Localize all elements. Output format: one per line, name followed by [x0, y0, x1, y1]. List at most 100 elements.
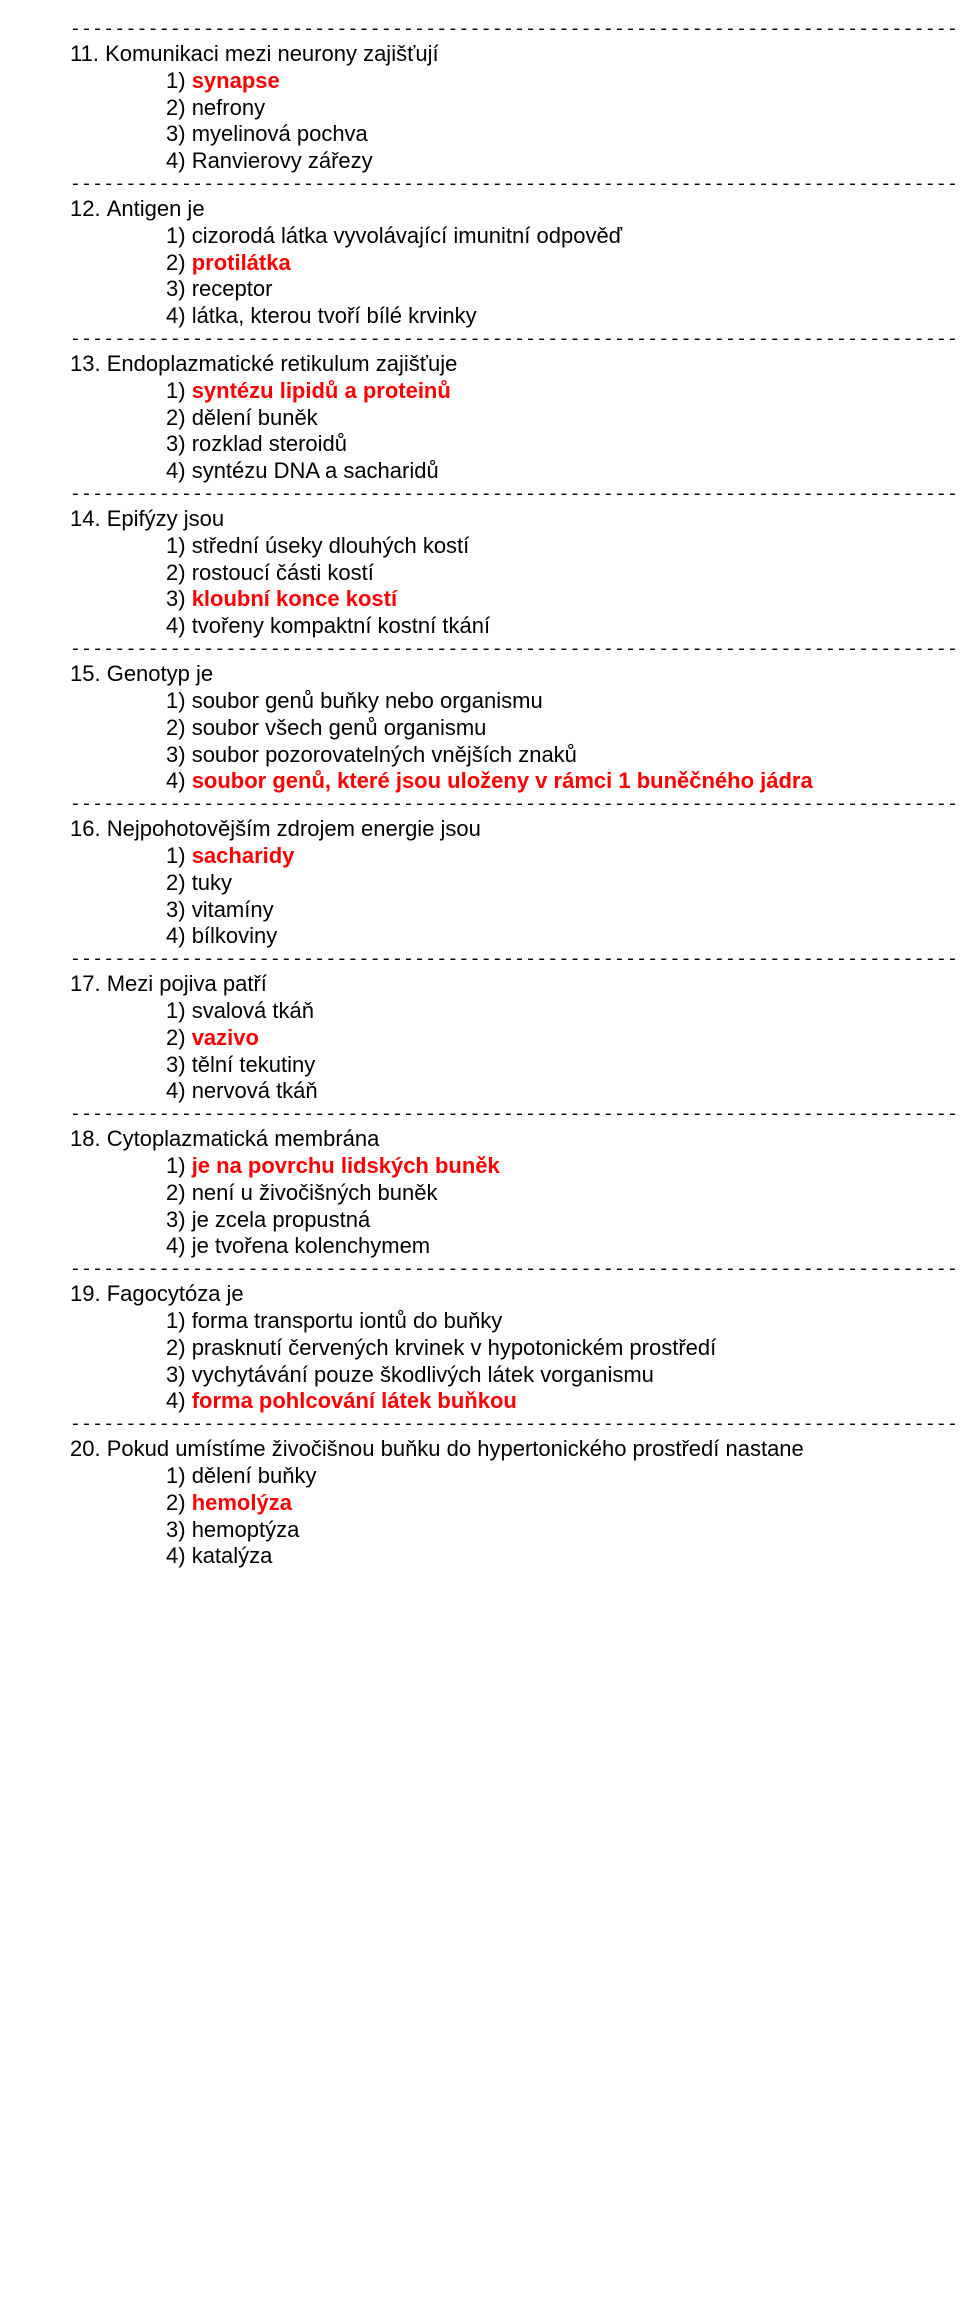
- divider: ----------------------------------------…: [70, 486, 960, 505]
- option-text: katalýza: [192, 1543, 273, 1570]
- question-line: 17. Mezi pojiva patří: [70, 971, 960, 998]
- option-number: 4): [166, 768, 192, 795]
- options: 1) je na povrchu lidských buněk2) není u…: [70, 1153, 960, 1260]
- question-number: 20.: [70, 1436, 107, 1463]
- question-block: 18. Cytoplazmatická membrána1) je na pov…: [70, 1126, 960, 1260]
- question-number: 18.: [70, 1126, 107, 1153]
- option-number: 1): [166, 223, 192, 250]
- option-number: 1): [166, 1463, 192, 1490]
- option-number: 4): [166, 1543, 192, 1570]
- question-line: 13. Endoplazmatické retikulum zajišťuje: [70, 351, 960, 378]
- question-text: Mezi pojiva patří: [107, 971, 267, 998]
- question-number: 12.: [70, 196, 107, 223]
- option-text: tuky: [192, 870, 232, 897]
- question-text: Antigen je: [107, 196, 205, 223]
- option: 3) rozklad steroidů: [166, 431, 960, 458]
- option: 3) tělní tekutiny: [166, 1052, 960, 1079]
- option-text: tvořeny kompaktní kostní tkání: [192, 613, 490, 640]
- divider: ----------------------------------------…: [70, 1106, 960, 1125]
- option-text: vitamíny: [192, 897, 274, 924]
- option-number: 4): [166, 303, 192, 330]
- question-block: 17. Mezi pojiva patří1) svalová tkáň2) v…: [70, 971, 960, 1105]
- divider: ----------------------------------------…: [70, 176, 960, 195]
- option-number: 2): [166, 405, 192, 432]
- option-number: 3): [166, 586, 192, 613]
- option-text: soubor pozorovatelných vnějších znaků: [192, 742, 577, 769]
- options: 1) svalová tkáň2) vazivo3) tělní tekutin…: [70, 998, 960, 1105]
- options: 1) dělení buňky2) hemolýza3) hemoptýza4)…: [70, 1463, 960, 1570]
- option-text: je tvořena kolenchymem: [192, 1233, 430, 1260]
- question-line: 16. Nejpohotovějším zdrojem energie jsou: [70, 816, 960, 843]
- option-text: kloubní konce kostí: [192, 586, 397, 613]
- option-text: sacharidy: [192, 843, 295, 870]
- options: 1) cizorodá látka vyvolávající imunitní …: [70, 223, 960, 330]
- option-number: 4): [166, 458, 192, 485]
- question-line: 14. Epifýzy jsou: [70, 506, 960, 533]
- divider: ----------------------------------------…: [70, 641, 960, 660]
- question-number: 16.: [70, 816, 107, 843]
- option-number: 2): [166, 715, 192, 742]
- question-number: 17.: [70, 971, 107, 998]
- option-text: svalová tkáň: [192, 998, 314, 1025]
- option-text: cizorodá látka vyvolávající imunitní odp…: [192, 223, 623, 250]
- option: 4) látka, kterou tvoří bílé krvinky: [166, 303, 960, 330]
- option: 2) rostoucí části kostí: [166, 560, 960, 587]
- option-number: 1): [166, 998, 192, 1025]
- option-text: soubor genů buňky nebo organismu: [192, 688, 543, 715]
- question-text: Pokud umístíme živočišnou buňku do hyper…: [107, 1436, 804, 1463]
- option-text: synapse: [192, 68, 280, 95]
- option-number: 2): [166, 1025, 192, 1052]
- option-number: 4): [166, 923, 192, 950]
- option-text: rostoucí části kostí: [192, 560, 374, 587]
- question-text: Nejpohotovějším zdrojem energie jsou: [107, 816, 481, 843]
- option-number: 2): [166, 1180, 192, 1207]
- option-text: soubor genů, které jsou uloženy v rámci …: [192, 768, 813, 795]
- option: 4) forma pohlcování látek buňkou: [166, 1388, 960, 1415]
- option-text: nervová tkáň: [192, 1078, 318, 1105]
- option-number: 4): [166, 613, 192, 640]
- option-number: 2): [166, 1335, 192, 1362]
- option-text: tělní tekutiny: [192, 1052, 316, 1079]
- option-text: hemolýza: [192, 1490, 292, 1517]
- question-line: 12. Antigen je: [70, 196, 960, 223]
- option: 1) cizorodá látka vyvolávající imunitní …: [166, 223, 960, 250]
- option-text: syntézu lipidů a proteinů: [192, 378, 451, 405]
- option-text: hemoptýza: [192, 1517, 300, 1544]
- option-number: 1): [166, 688, 192, 715]
- option: 3) soubor pozorovatelných vnějších znaků: [166, 742, 960, 769]
- option-text: vazivo: [192, 1025, 259, 1052]
- option: 2) vazivo: [166, 1025, 960, 1052]
- option-text: forma pohlcování látek buňkou: [192, 1388, 517, 1415]
- question-text: Epifýzy jsou: [107, 506, 224, 533]
- option: 1) sacharidy: [166, 843, 960, 870]
- option-number: 4): [166, 148, 192, 175]
- option: 1) syntézu lipidů a proteinů: [166, 378, 960, 405]
- option-text: vychytávání pouze škodlivých látek vorga…: [192, 1362, 654, 1389]
- question-number: 11.: [70, 41, 105, 68]
- divider: ----------------------------------------…: [70, 331, 960, 350]
- option: 4) je tvořena kolenchymem: [166, 1233, 960, 1260]
- question-line: 15. Genotyp je: [70, 661, 960, 688]
- question-line: 11. Komunikaci mezi neurony zajišťují: [70, 41, 960, 68]
- option-number: 4): [166, 1388, 192, 1415]
- option: 1) synapse: [166, 68, 960, 95]
- question-line: 18. Cytoplazmatická membrána: [70, 1126, 960, 1153]
- question-block: 15. Genotyp je1) soubor genů buňky nebo …: [70, 661, 960, 795]
- option-number: 3): [166, 1207, 192, 1234]
- divider: ----------------------------------------…: [70, 1416, 960, 1435]
- option-text: forma transportu iontů do buňky: [192, 1308, 503, 1335]
- option-text: Ranvierovy zářezy: [192, 148, 373, 175]
- divider: ----------------------------------------…: [70, 1261, 960, 1280]
- option-text: nefrony: [192, 95, 265, 122]
- question-block: 20. Pokud umístíme živočišnou buňku do h…: [70, 1436, 960, 1570]
- option-number: 3): [166, 742, 192, 769]
- option-number: 4): [166, 1233, 192, 1260]
- options: 1) střední úseky dlouhých kostí2) rostou…: [70, 533, 960, 640]
- option-number: 2): [166, 560, 192, 587]
- question-number: 19.: [70, 1281, 107, 1308]
- option-number: 2): [166, 1490, 192, 1517]
- option: 3) je zcela propustná: [166, 1207, 960, 1234]
- option-text: střední úseky dlouhých kostí: [192, 533, 470, 560]
- option-number: 1): [166, 533, 192, 560]
- option: 3) hemoptýza: [166, 1517, 960, 1544]
